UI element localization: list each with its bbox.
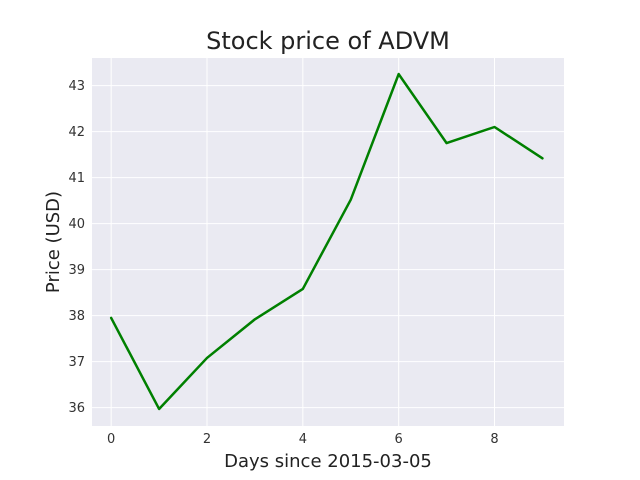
y-tick-label: 39: [68, 263, 85, 278]
y-axis-label: Price (USD): [43, 191, 64, 293]
price-point: [398, 74, 399, 75]
x-tick-label: 6: [395, 432, 403, 447]
price-point: [446, 143, 447, 144]
price-point: [542, 158, 543, 159]
axis-ticks: 36 37 38 39 40 41 42 43 0 2 4 6 8: [68, 79, 498, 447]
x-tick-label: 8: [490, 432, 498, 447]
price-point: [254, 319, 255, 320]
x-tick-label: 4: [299, 432, 307, 447]
x-axis-label: Days since 2015-03-05: [224, 451, 432, 472]
y-tick-label: 42: [68, 125, 85, 140]
chart-title: Stock price of ADVM: [206, 27, 450, 55]
series-layer: [109, 72, 544, 411]
y-tick-label: 41: [68, 171, 85, 186]
x-tick-label: 0: [107, 432, 115, 447]
y-tick-label: 37: [68, 355, 85, 370]
y-tick-label: 43: [68, 79, 85, 94]
price-point: [350, 199, 351, 200]
price-point: [494, 127, 495, 128]
price-point: [207, 357, 208, 358]
grid-lines: [92, 58, 564, 426]
y-tick-label: 38: [68, 309, 85, 324]
price-point: [111, 317, 112, 318]
x-tick-label: 2: [203, 432, 211, 447]
price-series-line: [109, 72, 544, 411]
y-tick-label: 40: [68, 217, 85, 232]
y-tick-label: 36: [68, 401, 85, 416]
price-point: [159, 408, 160, 409]
price-point: [302, 288, 303, 289]
